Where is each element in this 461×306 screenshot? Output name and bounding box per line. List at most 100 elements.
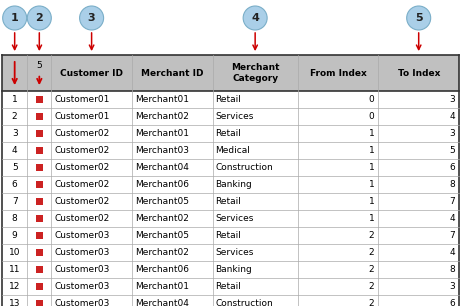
Text: 0: 0 (369, 95, 374, 104)
Bar (2, 261, 459, 278)
Text: 5: 5 (12, 163, 18, 172)
Text: Merchant01: Merchant01 (135, 282, 189, 291)
Circle shape (80, 6, 104, 30)
Text: 2: 2 (369, 248, 374, 257)
Text: Retail: Retail (216, 197, 242, 206)
Text: To Index: To Index (397, 69, 440, 77)
Text: Construction: Construction (216, 163, 273, 172)
Text: 4: 4 (449, 112, 455, 121)
Text: 4: 4 (449, 214, 455, 223)
Circle shape (3, 6, 27, 30)
Bar (2, 278, 459, 295)
Text: Customer02: Customer02 (54, 163, 110, 172)
Text: 1: 1 (369, 197, 374, 206)
Text: Customer02: Customer02 (54, 214, 110, 223)
Bar (36, 283, 43, 290)
Text: Merchant ID: Merchant ID (141, 69, 203, 77)
Text: 8: 8 (449, 265, 455, 274)
Text: Customer02: Customer02 (54, 146, 110, 155)
Text: Medical: Medical (216, 146, 250, 155)
Text: Retail: Retail (216, 282, 242, 291)
Text: 7: 7 (12, 197, 18, 206)
Text: Services: Services (216, 214, 254, 223)
Text: From Index: From Index (310, 69, 366, 77)
Text: Merchant02: Merchant02 (135, 248, 189, 257)
Bar (2, 159, 459, 176)
Text: Merchant03: Merchant03 (135, 146, 189, 155)
Text: Merchant01: Merchant01 (135, 95, 189, 104)
Text: Customer03: Customer03 (54, 248, 110, 257)
Bar (36, 113, 43, 120)
Text: Merchant06: Merchant06 (135, 265, 189, 274)
Text: 2: 2 (369, 231, 374, 240)
Bar (2, 125, 459, 142)
Text: 3: 3 (12, 129, 18, 138)
Text: 8: 8 (12, 214, 18, 223)
Text: Merchant01: Merchant01 (135, 129, 189, 138)
Text: 1: 1 (12, 95, 18, 104)
Bar (2, 210, 459, 227)
Text: Merchant05: Merchant05 (135, 197, 189, 206)
Text: Customer03: Customer03 (54, 231, 110, 240)
Bar (298, 55, 378, 91)
Bar (2, 55, 27, 91)
Bar (2, 142, 459, 159)
Text: 1: 1 (369, 180, 374, 189)
Text: 4: 4 (251, 13, 259, 23)
Text: 5: 5 (449, 146, 455, 155)
Bar (2, 193, 459, 210)
Text: 7: 7 (449, 231, 455, 240)
Text: Banking: Banking (216, 180, 252, 189)
Text: 7: 7 (449, 197, 455, 206)
Bar (51, 55, 132, 91)
Text: Customer01: Customer01 (54, 95, 110, 104)
Bar (2, 176, 459, 193)
Bar (36, 249, 43, 256)
Text: Merchant02: Merchant02 (135, 112, 189, 121)
Bar (378, 55, 459, 91)
Text: 8: 8 (449, 180, 455, 189)
Bar (213, 55, 298, 91)
Text: Merchant06: Merchant06 (135, 180, 189, 189)
Bar (2, 244, 459, 261)
Text: 4: 4 (449, 248, 455, 257)
Bar (2, 295, 459, 306)
Text: Retail: Retail (216, 129, 242, 138)
Text: 11: 11 (9, 265, 20, 274)
Text: 6: 6 (449, 163, 455, 172)
Text: 3: 3 (449, 282, 455, 291)
Text: Customer03: Customer03 (54, 282, 110, 291)
Text: Banking: Banking (216, 265, 252, 274)
Text: Customer ID: Customer ID (60, 69, 123, 77)
Bar (36, 232, 43, 239)
Text: 2: 2 (12, 112, 18, 121)
Text: Retail: Retail (216, 231, 242, 240)
Bar (2, 91, 459, 108)
Text: Merchant05: Merchant05 (135, 231, 189, 240)
Text: 1: 1 (369, 146, 374, 155)
Text: 1: 1 (369, 214, 374, 223)
Text: Merchant02: Merchant02 (135, 214, 189, 223)
Bar (36, 147, 43, 154)
Bar (36, 164, 43, 171)
Text: 3: 3 (449, 129, 455, 138)
Text: Construction: Construction (216, 299, 273, 306)
Text: Customer02: Customer02 (54, 180, 110, 189)
Bar (36, 181, 43, 188)
Circle shape (243, 6, 267, 30)
Bar (132, 55, 213, 91)
Text: 12: 12 (9, 282, 20, 291)
Text: 1: 1 (369, 129, 374, 138)
Text: 2: 2 (369, 299, 374, 306)
Bar (36, 266, 43, 273)
Text: Services: Services (216, 248, 254, 257)
Text: 2: 2 (369, 265, 374, 274)
Text: 0: 0 (369, 112, 374, 121)
Text: 2: 2 (35, 13, 43, 23)
Text: 2: 2 (369, 282, 374, 291)
Text: 6: 6 (449, 299, 455, 306)
Text: 9: 9 (12, 231, 18, 240)
Bar (36, 130, 43, 137)
Text: 3: 3 (88, 13, 95, 23)
Text: Customer02: Customer02 (54, 129, 110, 138)
